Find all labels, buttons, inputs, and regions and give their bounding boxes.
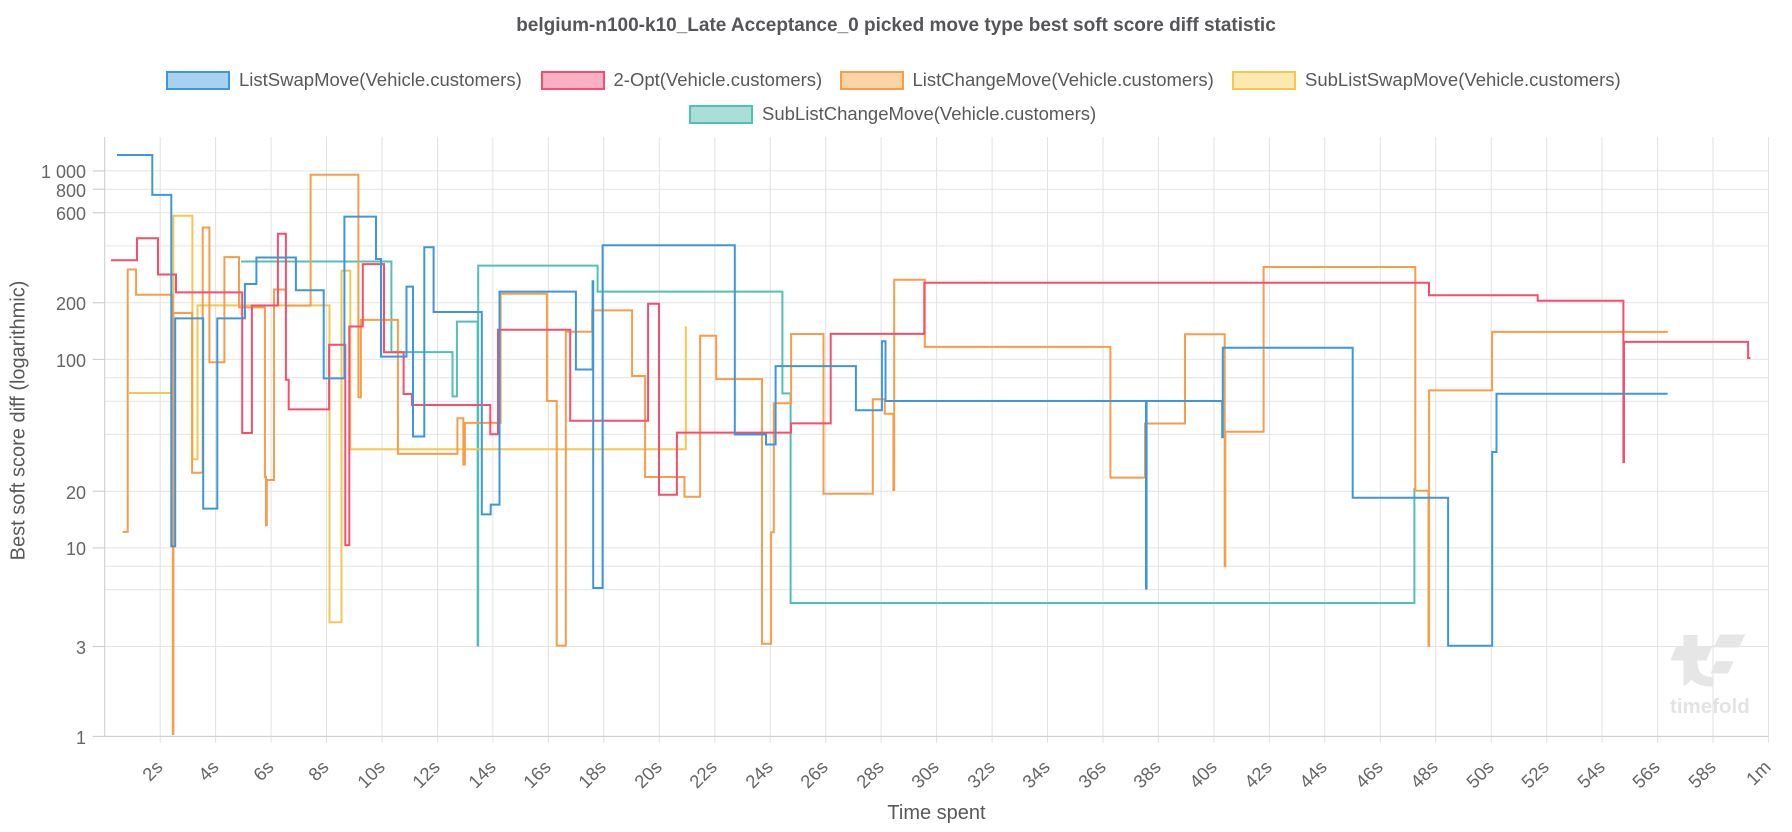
svg-text:timefold: timefold [1670,695,1750,718]
